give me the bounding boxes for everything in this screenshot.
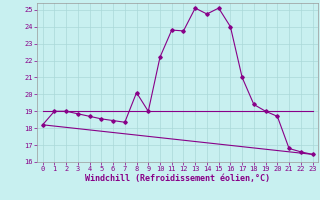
X-axis label: Windchill (Refroidissement éolien,°C): Windchill (Refroidissement éolien,°C): [85, 174, 270, 183]
